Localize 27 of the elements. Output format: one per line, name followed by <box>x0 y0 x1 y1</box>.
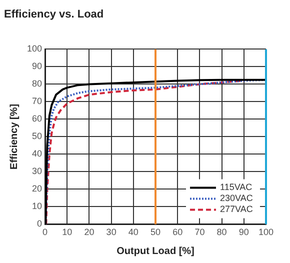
y-tick-label: 70 <box>32 96 42 106</box>
x-axis-title: Output Load [%] <box>116 246 194 257</box>
x-tick-label: 20 <box>84 227 94 238</box>
legend-label: 115VAC <box>220 182 253 192</box>
x-tick-label: 100 <box>258 227 274 238</box>
y-tick-label: 20 <box>32 184 42 194</box>
x-tick-label: 90 <box>238 227 249 238</box>
x-tick-label: 10 <box>62 227 72 238</box>
y-tick-label: 90 <box>32 61 42 72</box>
y-axis-title: Efficiency [%] <box>8 104 20 170</box>
x-tick-label: 40 <box>128 227 138 238</box>
y-tick-label: 60 <box>32 114 42 124</box>
x-tick-label: 80 <box>216 227 227 238</box>
y-tick-label: 0 <box>37 218 42 229</box>
y-tick-label: 40 <box>32 148 42 159</box>
x-tick-label: 70 <box>194 227 205 238</box>
x-tick-label: 60 <box>172 227 183 238</box>
chart-title: Efficiency vs. Load <box>4 8 104 21</box>
legend-label: 230VAC <box>220 193 254 204</box>
y-tick-label: 100 <box>26 44 42 54</box>
y-tick-label: 10 <box>32 201 42 212</box>
legend-label: 277VAC <box>220 204 254 214</box>
y-tick-label: 80 <box>32 78 42 89</box>
y-tick-label: 30 <box>32 166 42 176</box>
x-tick-label: 30 <box>106 227 116 238</box>
y-tick-label: 50 <box>32 131 42 142</box>
x-tick-label: 50 <box>150 227 161 238</box>
